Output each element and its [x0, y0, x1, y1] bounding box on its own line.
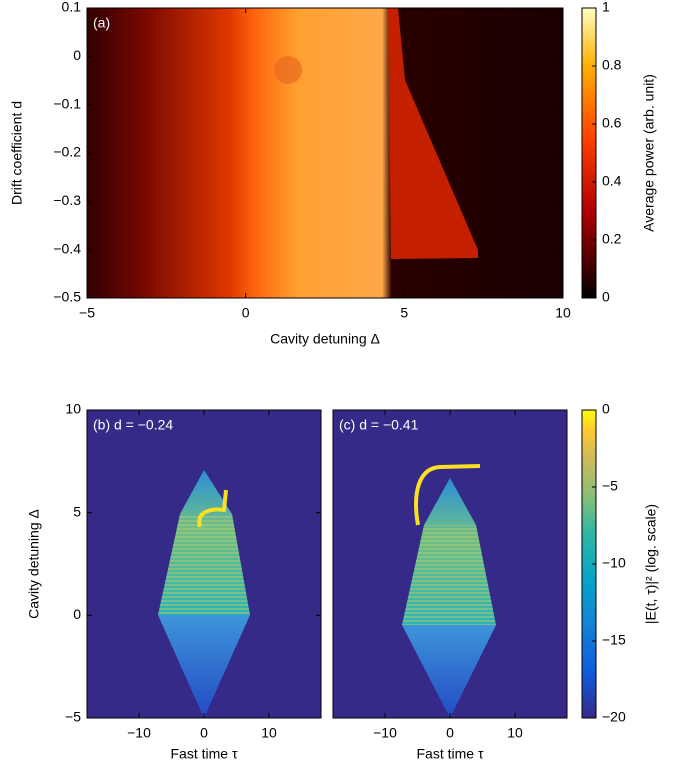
y-tick-label: 5: [73, 503, 81, 519]
y-tick-label: 10: [65, 401, 81, 417]
x-tick-label: 0: [200, 725, 208, 741]
heatmap-spot: [274, 56, 302, 84]
x-tick-label: 10: [555, 305, 571, 321]
x-tick-label: 0: [242, 305, 250, 321]
colorbar-tick-label: −10: [602, 555, 626, 571]
colorbar-tick-label: 0.8: [602, 57, 622, 73]
panel-label: (a): [93, 15, 110, 31]
y-tick-label: −0.3: [53, 192, 81, 208]
colorbar-tick-label: 1: [602, 0, 610, 15]
colorbar-tick-label: 0: [602, 289, 610, 305]
x-axis-label: Cavity detuning Δ: [270, 331, 380, 347]
colorbar-tick-label: 0.4: [602, 173, 622, 189]
colorbar-tick-label: 0: [602, 401, 610, 417]
x-tick-label: −10: [373, 725, 397, 741]
x-axis-label: Fast time τ: [417, 746, 484, 762]
colorbar-tick-label: 0.2: [602, 231, 622, 247]
colorbar-label: |E(t, τ)|² (log. scale): [643, 504, 659, 624]
x-tick-label: 10: [261, 725, 277, 741]
x-tick-label: −10: [127, 725, 151, 741]
x-tick-label: 0: [446, 725, 454, 741]
y-tick-label: −0.2: [53, 144, 81, 160]
y-tick-label: −5: [65, 709, 81, 725]
x-tick-label: 10: [507, 725, 523, 741]
y-tick-label: −0.5: [53, 289, 81, 305]
colorbar-tick-label: 0.6: [602, 115, 622, 131]
y-axis-label: Cavity detuning Δ: [26, 509, 42, 619]
x-tick-label: 5: [400, 305, 408, 321]
heatmap-texture: [158, 514, 250, 615]
y-tick-label: −0.1: [53, 95, 81, 111]
y-tick-label: 0: [73, 47, 81, 63]
colorbar-tick-label: −20: [602, 709, 626, 725]
x-axis-label: Fast time τ: [171, 746, 238, 762]
y-tick-label: 0: [73, 606, 81, 622]
heatmap-image: [87, 8, 563, 298]
heatmap-texture: [402, 525, 496, 625]
panel-label: (c) d = −0.41: [339, 417, 419, 433]
heatmap-region: [402, 625, 496, 718]
colorbar-tick-label: −5: [602, 478, 618, 494]
colorbar-tick-label: −15: [602, 632, 626, 648]
y-axis-label: Drift coefficient d: [9, 101, 25, 205]
colorbar: [581, 7, 597, 299]
heatmap-curve: [414, 464, 481, 526]
heatmap-region: [158, 615, 250, 718]
heatmap-curve: [197, 489, 228, 528]
x-tick-label: −5: [79, 305, 95, 321]
panel-label: (b) d = −0.24: [93, 417, 173, 433]
colorbar-label: Average power (arb. unit): [641, 74, 657, 232]
y-tick-label: 0.1: [62, 0, 82, 15]
heatmap-region: [388, 8, 478, 259]
y-tick-label: −0.4: [53, 240, 81, 256]
